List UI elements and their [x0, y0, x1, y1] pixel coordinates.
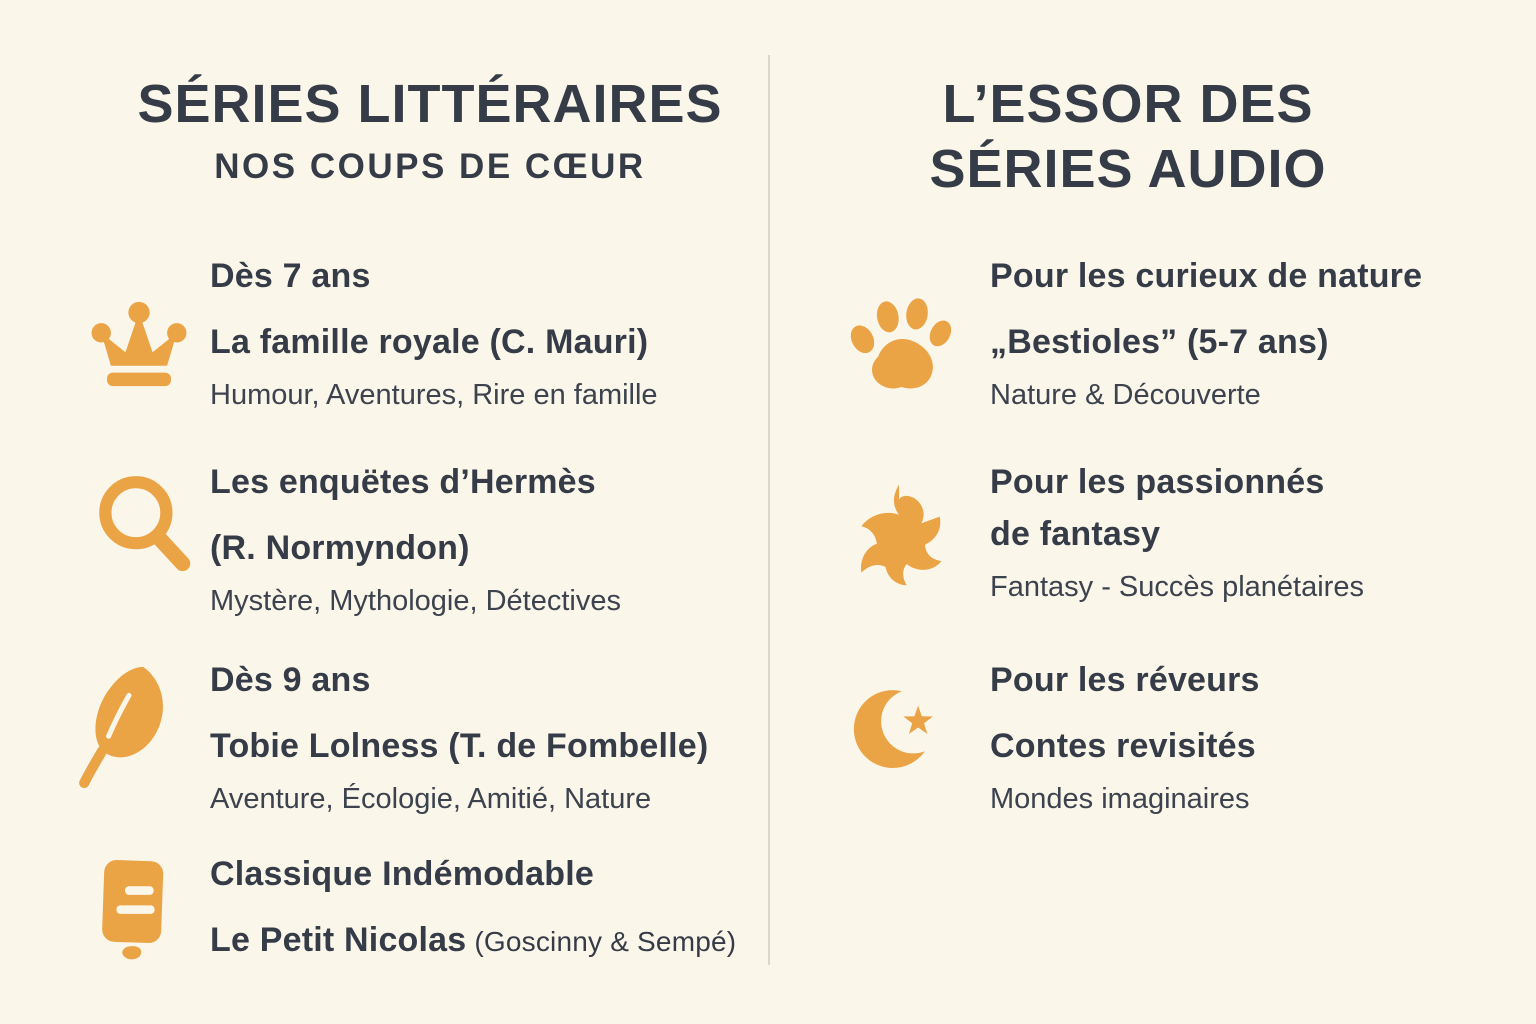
item-tags: Fantasy - Succès planétaires — [990, 571, 1364, 603]
dragon-icon — [843, 478, 957, 592]
item-age-label: Dès 9 ans — [210, 661, 371, 699]
list-item: Pour les passionnés de fantasy Fantasy -… — [990, 462, 1530, 604]
book-icon — [86, 854, 186, 970]
column-divider — [768, 55, 770, 965]
list-item: Classique Indémodable Le Petit Nicolas (… — [210, 854, 790, 978]
item-title: Tobie Lolness (T. de Fombelle) — [210, 727, 709, 765]
item-age-label: Dès 7 ans — [210, 257, 371, 295]
right-title-line1: L’ESSOR DES — [942, 74, 1314, 134]
item-title: La famille royale (C. Mauri) — [210, 323, 649, 361]
item-tags: Humour, Aventures, Rire en famille — [210, 379, 658, 411]
leaf-icon — [72, 662, 184, 796]
item-title: „Bestioles” (5-7 ans) — [990, 323, 1329, 361]
item-title: Le Petit Nicolas (Goscinny & Sempé) — [210, 920, 790, 962]
item-audience-label-line2: de fantasy — [990, 515, 1161, 553]
right-title-line2: SÉRIES AUDIO — [929, 138, 1327, 199]
item-tags: Mystère, Mythologie, Détectives — [210, 585, 621, 617]
item-tags: Mondes imaginaires — [990, 783, 1250, 815]
item-tags: Aventure, Écologie, Amitié, Nature — [210, 783, 652, 815]
list-item: Dès 7 ans La famille royale (C. Mauri) H… — [210, 256, 770, 412]
list-item: Dès 9 ans Tobie Lolness (T. de Fombelle)… — [210, 660, 780, 816]
item-audience-label: Pour les curieux de nature — [990, 257, 1423, 295]
left-header: SÉRIES LITTÉRAIRES NOS COUPS DE CŒUR — [90, 72, 770, 187]
item-audience-label: Pour les réveurs — [990, 661, 1260, 699]
item-audience-label-line1: Pour les passionnés — [990, 463, 1325, 501]
paw-icon — [843, 296, 955, 402]
left-title: SÉRIES LITTÉRAIRES — [137, 74, 723, 134]
list-item: Pour les curieux de nature „Bestioles” (… — [990, 256, 1530, 412]
left-subtitle: NOS COUPS DE CŒUR — [214, 146, 646, 186]
item-category-label: Classique Indémodable — [210, 855, 594, 893]
item-title: Les enquëtes d’Hermès — [210, 463, 596, 501]
item-title: Contes revisités — [990, 727, 1256, 765]
list-item: Les enquëtes d’Hermès (R. Normyndon) Mys… — [210, 462, 770, 618]
item-author: (R. Normyndon) — [210, 529, 470, 567]
item-title-main: Le Petit Nicolas — [210, 921, 467, 959]
item-tags: Nature & Découverte — [990, 379, 1261, 411]
item-title-authors: (Goscinny & Sempé) — [466, 926, 737, 957]
right-header: L’ESSOR DES SÉRIES AUDIO — [808, 72, 1448, 202]
list-item: Pour les réveurs Contes revisités Mondes… — [990, 660, 1530, 816]
crown-icon — [85, 298, 193, 390]
moon-star-icon — [848, 676, 960, 786]
magnifier-icon — [88, 470, 200, 592]
